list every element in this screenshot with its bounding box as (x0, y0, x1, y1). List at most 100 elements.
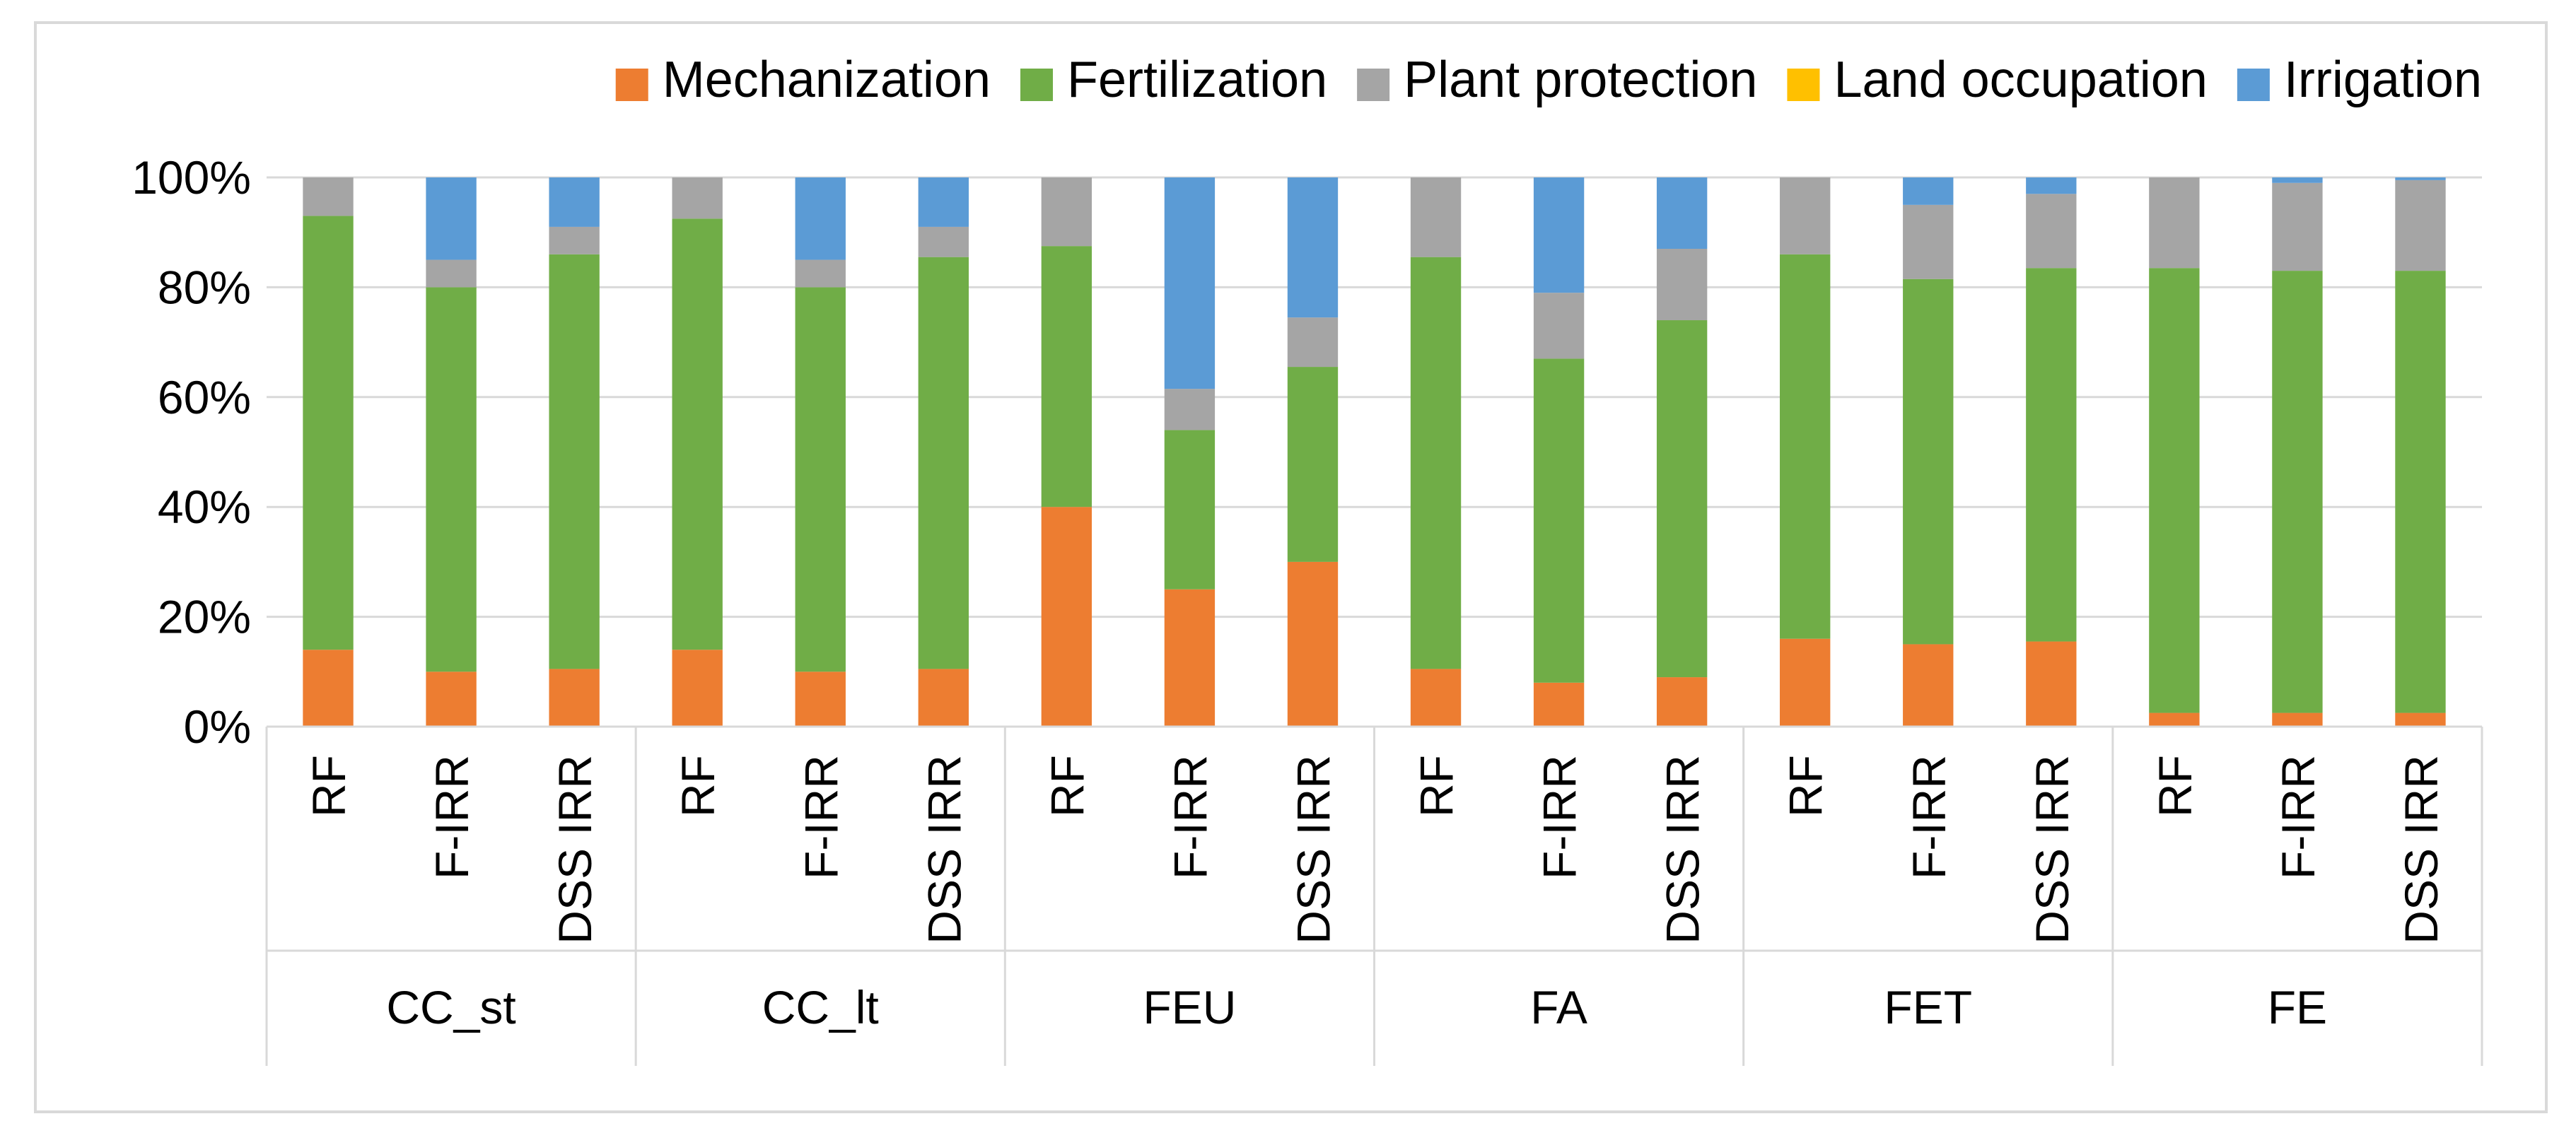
bar-fertilization (1410, 257, 1462, 669)
legend-label: Plant protection (1404, 52, 1757, 108)
category-label: F-IRR (426, 755, 478, 879)
bar-mechanization (303, 650, 354, 727)
category-label: F-IRR (1534, 755, 1586, 879)
bar-mechanization (672, 650, 723, 727)
bar-plant-protection (2149, 177, 2200, 269)
y-tick-label: 20% (158, 591, 251, 643)
category-label: DSS IRR (2026, 755, 2078, 944)
bar-fertilization (426, 287, 477, 672)
bar-plant-protection (2395, 180, 2446, 271)
bar-fertilization (549, 254, 600, 669)
bar-plant-protection (795, 259, 846, 288)
bar-fertilization (1287, 367, 1339, 562)
bar-plant-protection (426, 259, 477, 288)
bar-fertilization (672, 218, 723, 650)
stacked-bar-chart: 0% 20% 40% 60% 80% 100% RF F-IRR DSS IRR RF F-IRR… (132, 52, 2483, 1066)
bar-mechanization (549, 669, 600, 727)
bar-plant-protection (672, 177, 723, 219)
group-label: FET (1884, 981, 1972, 1033)
legend-label: Fertilization (1067, 52, 1327, 108)
bar-fertilization (1656, 320, 1708, 678)
bar-irrigation (2272, 177, 2323, 183)
bar-mechanization (1287, 561, 1339, 727)
bar-mechanization (1656, 677, 1708, 727)
bar-fertilization (795, 287, 846, 672)
chart-frame: 0% 20% 40% 60% 80% 100% RF F-IRR DSS IRR RF F-IRR… (34, 21, 2548, 1113)
bar-mechanization (2149, 712, 2200, 727)
bar-plant-protection (1287, 317, 1339, 368)
bar-mechanization (2272, 712, 2323, 727)
bar-mechanization (2395, 712, 2446, 727)
bar-plant-protection (1164, 389, 1216, 430)
bar-fertilization (303, 216, 354, 650)
bar-plant-protection (1903, 204, 1954, 279)
category-label: F-IRR (795, 755, 847, 879)
bar-mechanization (918, 669, 969, 727)
y-tick-label: 40% (158, 481, 251, 533)
legend-swatch-mechanization (615, 69, 648, 101)
bar-irrigation (795, 177, 846, 260)
bar-irrigation (2026, 177, 2077, 194)
category-label: DSS IRR (918, 755, 970, 944)
category-label: F-IRR (2272, 755, 2324, 879)
bar-fertilization (1903, 278, 1954, 645)
bar-mechanization (1164, 589, 1216, 727)
group-label: CC_lt (762, 981, 879, 1033)
bar-mechanization (2026, 641, 2077, 727)
group-label: FA (1530, 981, 1587, 1033)
bar-irrigation (1903, 177, 1954, 205)
group-label: FE (2268, 981, 2327, 1033)
bar-plant-protection (1533, 293, 1585, 359)
legend-swatch-plant-protection (1357, 69, 1390, 101)
bar-mechanization (1533, 682, 1585, 727)
category-label: RF (2149, 755, 2201, 817)
legend-swatch-land-occupation (1787, 69, 1820, 101)
y-tick-label: 0% (184, 700, 251, 753)
bar-mechanization (1780, 638, 1831, 727)
bar-irrigation (549, 177, 600, 227)
bar-fertilization (918, 257, 969, 669)
gridlines (267, 176, 2482, 618)
category-label: RF (672, 755, 724, 817)
bar-fertilization (2149, 268, 2200, 713)
legend-label: Land occupation (1834, 52, 2207, 108)
bar-fertilization (2026, 268, 2077, 642)
bar-plant-protection (1780, 177, 1831, 254)
category-label: DSS IRR (1657, 755, 1709, 944)
bar-irrigation (426, 177, 477, 260)
bar-plant-protection (2026, 194, 2077, 269)
bar-plant-protection (549, 226, 600, 254)
category-label: RF (1411, 755, 1463, 817)
category-label: DSS IRR (549, 755, 601, 944)
category-label: RF (1041, 755, 1093, 817)
y-tick-label: 100% (132, 151, 251, 204)
group-label: FEU (1143, 981, 1236, 1033)
category-label: RF (303, 755, 355, 817)
group-label: CC_st (386, 981, 515, 1033)
bar-irrigation (1533, 177, 1585, 293)
bar-mechanization (1903, 644, 1954, 727)
bar-plant-protection (1410, 177, 1462, 257)
bar-fertilization (1533, 358, 1585, 683)
bar-mechanization (426, 671, 477, 727)
legend-swatch-fertilization (1020, 69, 1053, 101)
legend-label: Mechanization (663, 52, 991, 108)
bar-mechanization (1410, 669, 1462, 727)
legend: Mechanization Fertilization Plant protecti… (615, 52, 2482, 108)
category-label: DSS IRR (2395, 755, 2447, 944)
bar-mechanization (795, 671, 846, 727)
bar-mechanization (1041, 507, 1092, 727)
y-tick-label: 60% (158, 371, 251, 423)
category-label: F-IRR (1903, 755, 1955, 879)
legend-label: Irrigation (2284, 52, 2482, 108)
bars (303, 177, 2446, 727)
bar-fertilization (1041, 246, 1092, 508)
bar-irrigation (2395, 177, 2446, 180)
category-label: RF (1780, 755, 1832, 817)
bar-fertilization (1164, 430, 1216, 589)
legend-swatch-irrigation (2237, 69, 2270, 101)
category-label: F-IRR (1164, 755, 1216, 879)
bar-plant-protection (2272, 182, 2323, 271)
y-tick-label: 80% (158, 261, 251, 313)
bar-plant-protection (918, 226, 969, 257)
